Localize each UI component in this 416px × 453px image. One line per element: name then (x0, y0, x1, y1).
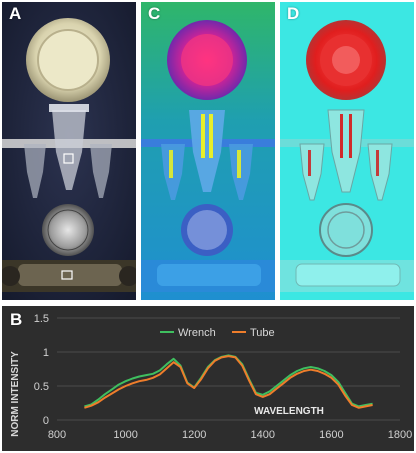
y-tick-label: 0.5 (34, 381, 49, 393)
series-line-tube (84, 355, 373, 409)
y-axis-label: NORM INTENSITY (10, 351, 21, 437)
legend-label-tube: Tube (250, 327, 275, 339)
series-line-wrench (84, 354, 373, 408)
panel-a-visible-photo: A (2, 2, 136, 300)
y-tick-label: 1.5 (34, 313, 49, 325)
chart-grid (57, 317, 400, 421)
y-tick-label: 1 (43, 347, 49, 359)
x-tick-labels: 800 1000 1200 1400 1600 1800 (48, 429, 412, 441)
wavelength-annotation: WAVELENGTH (254, 406, 324, 417)
x-tick-label: 1800 (388, 429, 412, 441)
legend-label-wrench: Wrench (178, 327, 216, 339)
panel-b-label: B (10, 310, 23, 329)
panel-a-label: A (9, 4, 22, 23)
chart-legend: Wrench Tube (160, 327, 275, 339)
y-tick-labels: 0 0.5 1 1.5 (34, 313, 49, 427)
panel-c-label: C (148, 4, 161, 23)
panel-c-false-color-image: C (141, 2, 275, 300)
spectrum-chart-svg: 0 0.5 1 1.5 800 1000 1200 1400 1600 1800 NORM IN… (10, 313, 412, 441)
visible-photo-image (2, 2, 136, 300)
x-tick-label: 1000 (113, 429, 137, 441)
x-tick-label: 1400 (251, 429, 275, 441)
panel-b-spectrum-chart: 0 0.5 1 1.5 800 1000 1200 1400 1600 1800 NORM IN… (2, 306, 414, 451)
classified-image (280, 2, 414, 300)
y-tick-label: 0 (43, 415, 49, 427)
x-tick-label: 800 (48, 429, 66, 441)
panel-d-label: D (287, 4, 300, 23)
x-tick-label: 1200 (182, 429, 206, 441)
chart-series (84, 354, 373, 409)
false-color-image (141, 2, 275, 300)
panel-d-classified-image: D (280, 2, 414, 300)
x-tick-label: 1600 (319, 429, 343, 441)
